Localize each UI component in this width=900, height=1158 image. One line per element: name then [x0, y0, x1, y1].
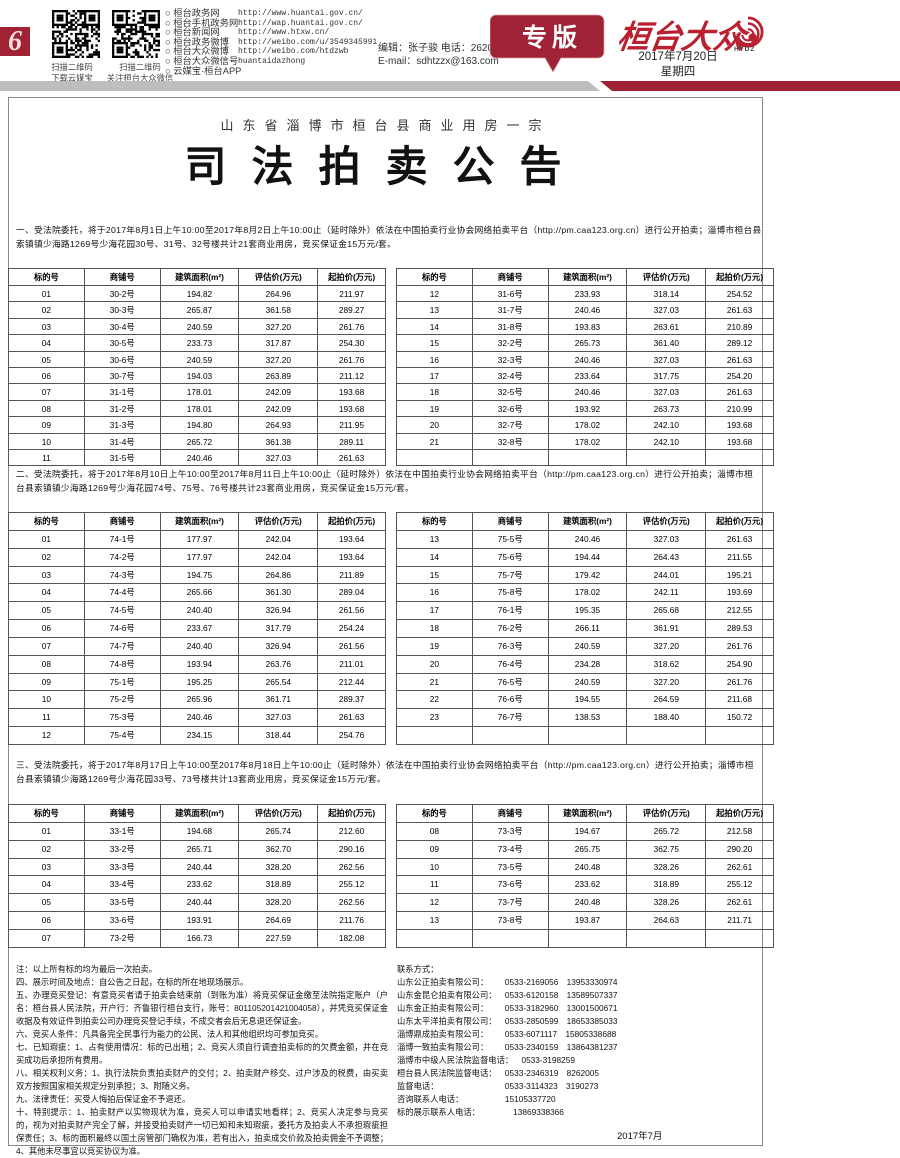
svg-text:专版: 专版 — [522, 23, 582, 52]
